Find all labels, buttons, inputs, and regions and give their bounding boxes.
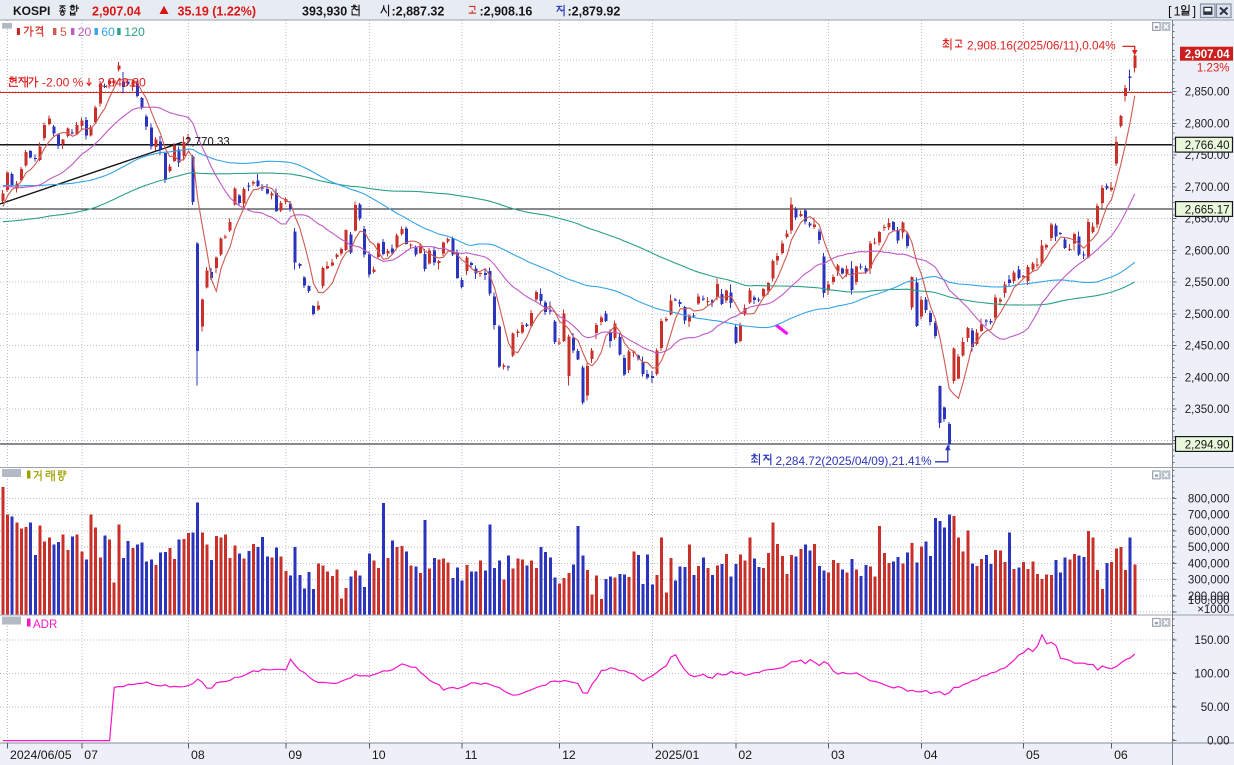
svg-text:2,848.90: 2,848.90 (98, 76, 146, 90)
svg-text:100,000: 100,000 (1188, 595, 1230, 607)
svg-text:04: 04 (924, 748, 938, 762)
svg-text:100.00: 100.00 (1194, 669, 1229, 681)
svg-text:393,930: 393,930 (302, 4, 347, 18)
svg-text:07: 07 (84, 748, 98, 762)
svg-text:-2.00 %: -2.00 % (42, 76, 84, 90)
svg-text:02: 02 (738, 748, 752, 762)
svg-text:2,350.00: 2,350.00 (1185, 404, 1230, 416)
svg-text:2,450.00: 2,450.00 (1185, 341, 1230, 353)
svg-text:2,700.00: 2,700.00 (1185, 182, 1230, 194)
svg-text:2,908.16(2025/06/11),0.04%: 2,908.16(2025/06/11),0.04% (967, 38, 1116, 52)
svg-text:12: 12 (562, 748, 576, 762)
svg-text:03: 03 (831, 748, 845, 762)
svg-text:60: 60 (101, 25, 115, 39)
svg-text:500,000: 500,000 (1188, 542, 1230, 554)
svg-text:400,000: 400,000 (1188, 558, 1230, 570)
svg-text:2025/01: 2025/01 (655, 748, 700, 762)
svg-text:2,850.00: 2,850.00 (1185, 87, 1230, 99)
svg-text:35.19 (1.22%): 35.19 (1.22%) (178, 4, 257, 18)
svg-text:2,750.00: 2,750.00 (1185, 150, 1230, 162)
svg-text:06: 06 (1114, 748, 1128, 762)
svg-text:2,800.00: 2,800.00 (1185, 118, 1230, 130)
svg-text:08: 08 (191, 748, 205, 762)
svg-text:50.00: 50.00 (1201, 702, 1230, 714)
svg-text::2,887.32: :2,887.32 (392, 4, 445, 18)
svg-text:2,400.00: 2,400.00 (1185, 372, 1230, 384)
svg-text:800,000: 800,000 (1188, 493, 1230, 505)
svg-text:600,000: 600,000 (1188, 526, 1230, 538)
svg-text:0.00: 0.00 (1207, 736, 1229, 748)
svg-text::2,879.92: :2,879.92 (568, 4, 621, 18)
svg-text:2,284.72(2025/04/09),21.41%: 2,284.72(2025/04/09),21.41% (776, 454, 933, 468)
svg-text:700,000: 700,000 (1188, 510, 1230, 522)
svg-text:2,500.00: 2,500.00 (1185, 309, 1230, 321)
svg-text:05: 05 (1026, 748, 1040, 762)
svg-text:2,766.40: 2,766.40 (1185, 140, 1230, 152)
svg-text:2,600.00: 2,600.00 (1185, 245, 1230, 257)
svg-text:[: [ (1168, 4, 1172, 19)
svg-text:2,907.04: 2,907.04 (1185, 49, 1230, 61)
svg-text:2,770.33: 2,770.33 (185, 137, 230, 149)
svg-text:2,550.00: 2,550.00 (1185, 277, 1230, 289)
svg-text:2,665.17: 2,665.17 (1185, 204, 1230, 216)
svg-text:]: ] (1193, 4, 1197, 19)
svg-text:1: 1 (1174, 4, 1181, 19)
svg-text:2,907.04: 2,907.04 (92, 4, 141, 18)
svg-text:10: 10 (372, 748, 386, 762)
svg-text:20: 20 (78, 25, 92, 39)
svg-text::2,908.16: :2,908.16 (480, 4, 533, 18)
svg-text:2024/06/05: 2024/06/05 (10, 748, 72, 762)
svg-text:200,000: 200,000 (1188, 591, 1230, 603)
svg-text:150.00: 150.00 (1194, 635, 1229, 647)
svg-text:300,000: 300,000 (1188, 575, 1230, 587)
svg-text:KOSPI: KOSPI (13, 4, 50, 18)
svg-text:09: 09 (288, 748, 302, 762)
svg-text:2,294.90: 2,294.90 (1185, 439, 1230, 451)
svg-text:120: 120 (124, 25, 145, 39)
svg-text:11: 11 (465, 748, 478, 762)
svg-text:ADR: ADR (33, 619, 57, 631)
svg-text:5: 5 (60, 25, 67, 39)
svg-text:×1000: ×1000 (1197, 604, 1229, 616)
svg-text:1.23%: 1.23% (1197, 63, 1230, 75)
